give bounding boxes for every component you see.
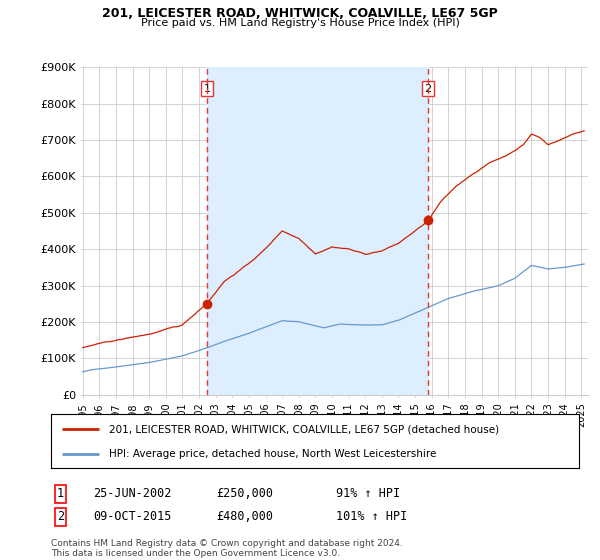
Text: 1: 1 — [57, 487, 64, 501]
Text: £480,000: £480,000 — [216, 510, 273, 524]
Text: Contains HM Land Registry data © Crown copyright and database right 2024.
This d: Contains HM Land Registry data © Crown c… — [51, 539, 403, 558]
Text: 2: 2 — [424, 83, 431, 94]
Text: 201, LEICESTER ROAD, WHITWICK, COALVILLE, LE67 5GP (detached house): 201, LEICESTER ROAD, WHITWICK, COALVILLE… — [109, 424, 499, 435]
Text: 09-OCT-2015: 09-OCT-2015 — [93, 510, 172, 524]
Text: 201, LEICESTER ROAD, WHITWICK, COALVILLE, LE67 5GP: 201, LEICESTER ROAD, WHITWICK, COALVILLE… — [102, 7, 498, 20]
Text: £250,000: £250,000 — [216, 487, 273, 501]
Text: 25-JUN-2002: 25-JUN-2002 — [93, 487, 172, 501]
Text: 1: 1 — [203, 83, 211, 94]
Text: Price paid vs. HM Land Registry's House Price Index (HPI): Price paid vs. HM Land Registry's House … — [140, 18, 460, 29]
Text: 101% ↑ HPI: 101% ↑ HPI — [336, 510, 407, 524]
Text: 91% ↑ HPI: 91% ↑ HPI — [336, 487, 400, 501]
Text: 2: 2 — [57, 510, 64, 524]
Text: HPI: Average price, detached house, North West Leicestershire: HPI: Average price, detached house, Nort… — [109, 449, 436, 459]
Bar — [207, 67, 428, 395]
